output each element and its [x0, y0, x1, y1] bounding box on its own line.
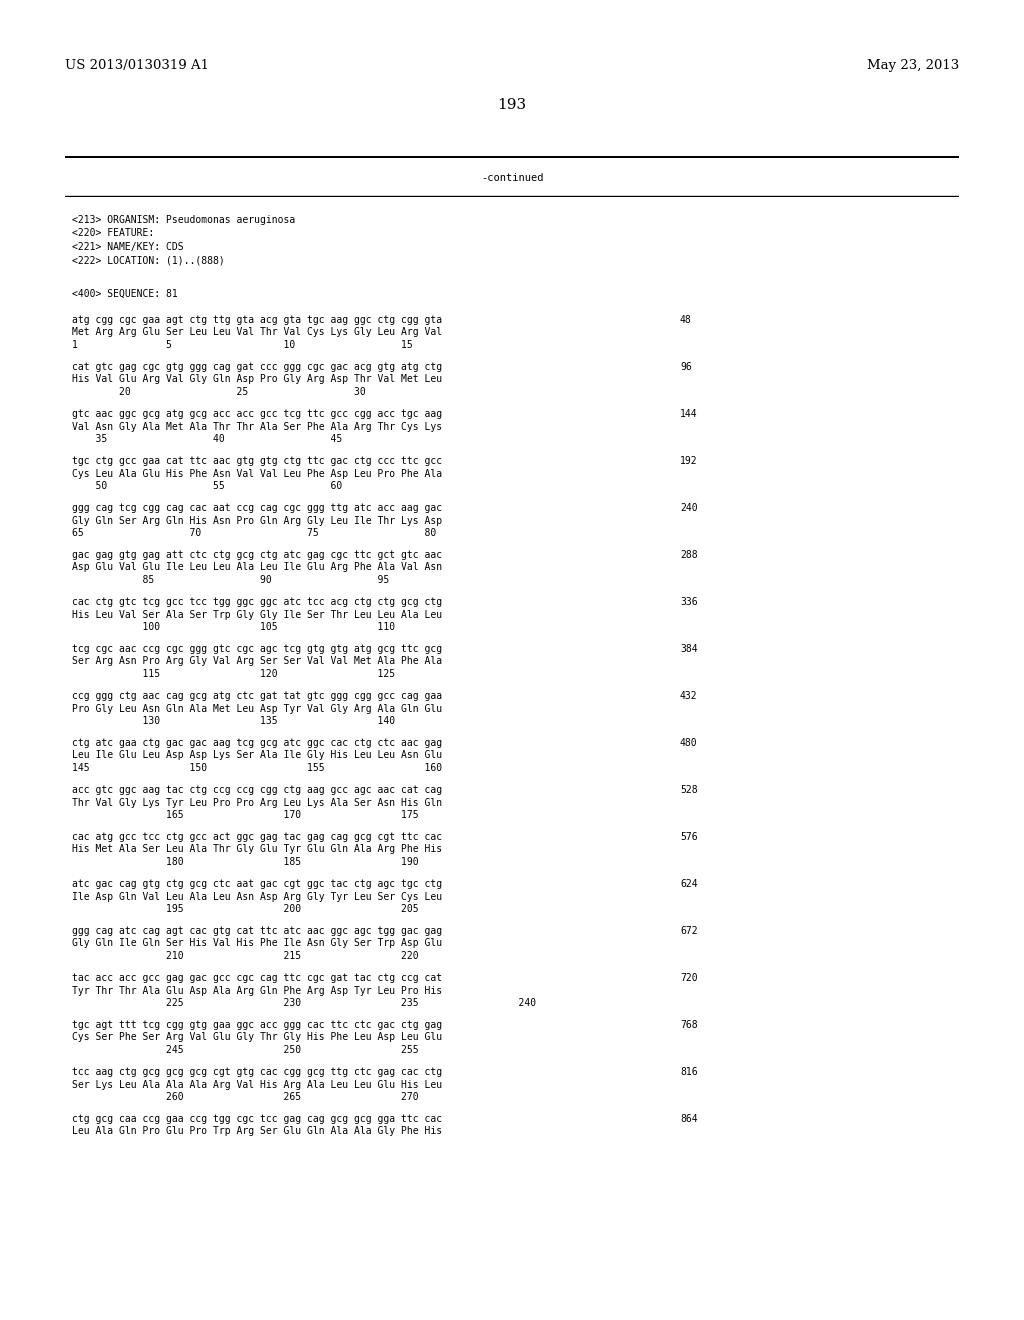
Text: ggg cag atc cag agt cac gtg cat ttc atc aac ggc agc tgg gac gag: ggg cag atc cag agt cac gtg cat ttc atc … — [72, 927, 442, 936]
Text: Ser Lys Leu Ala Ala Ala Arg Val His Arg Ala Leu Leu Glu His Leu: Ser Lys Leu Ala Ala Ala Arg Val His Arg … — [72, 1080, 442, 1089]
Text: 210                 215                 220: 210 215 220 — [72, 950, 419, 961]
Text: 240: 240 — [680, 503, 697, 513]
Text: <221> NAME/KEY: CDS: <221> NAME/KEY: CDS — [72, 242, 183, 252]
Text: 384: 384 — [680, 644, 697, 653]
Text: gtc aac ggc gcg atg gcg acc acc gcc tcg ttc gcc cgg acc tgc aag: gtc aac ggc gcg atg gcg acc acc gcc tcg … — [72, 409, 442, 418]
Text: 145                 150                 155                 160: 145 150 155 160 — [72, 763, 442, 774]
Text: tgc agt ttt tcg cgg gtg gaa ggc acc ggg cac ttc ctc gac ctg gag: tgc agt ttt tcg cgg gtg gaa ggc acc ggg … — [72, 1020, 442, 1030]
Text: 65                  70                  75                  80: 65 70 75 80 — [72, 528, 436, 539]
Text: <220> FEATURE:: <220> FEATURE: — [72, 228, 155, 239]
Text: Cys Leu Ala Glu His Phe Asn Val Val Leu Phe Asp Leu Pro Phe Ala: Cys Leu Ala Glu His Phe Asn Val Val Leu … — [72, 469, 442, 479]
Text: 85                  90                  95: 85 90 95 — [72, 576, 389, 585]
Text: 336: 336 — [680, 597, 697, 607]
Text: Met Arg Arg Glu Ser Leu Leu Val Thr Val Cys Lys Gly Leu Arg Val: Met Arg Arg Glu Ser Leu Leu Val Thr Val … — [72, 327, 442, 338]
Text: 165                 170                 175: 165 170 175 — [72, 810, 419, 820]
Text: 50                  55                  60: 50 55 60 — [72, 480, 342, 491]
Text: Leu Ala Gln Pro Glu Pro Trp Arg Ser Glu Gln Ala Ala Gly Phe His: Leu Ala Gln Pro Glu Pro Trp Arg Ser Glu … — [72, 1126, 442, 1137]
Text: 35                  40                  45: 35 40 45 — [72, 434, 342, 444]
Text: His Leu Val Ser Ala Ser Trp Gly Gly Ile Ser Thr Leu Leu Ala Leu: His Leu Val Ser Ala Ser Trp Gly Gly Ile … — [72, 610, 442, 619]
Text: 100                 105                 110: 100 105 110 — [72, 622, 395, 632]
Text: ggg cag tcg cgg cag cac aat ccg cag cgc ggg ttg atc acc aag gac: ggg cag tcg cgg cag cac aat ccg cag cgc … — [72, 503, 442, 513]
Text: Gly Gln Ser Arg Gln His Asn Pro Gln Arg Gly Leu Ile Thr Lys Asp: Gly Gln Ser Arg Gln His Asn Pro Gln Arg … — [72, 516, 442, 525]
Text: acc gtc ggc aag tac ctg ccg ccg cgg ctg aag gcc agc aac cat cag: acc gtc ggc aag tac ctg ccg ccg cgg ctg … — [72, 785, 442, 795]
Text: 864: 864 — [680, 1114, 697, 1125]
Text: May 23, 2013: May 23, 2013 — [866, 58, 959, 71]
Text: Thr Val Gly Lys Tyr Leu Pro Pro Arg Leu Lys Ala Ser Asn His Gln: Thr Val Gly Lys Tyr Leu Pro Pro Arg Leu … — [72, 797, 442, 808]
Text: 720: 720 — [680, 973, 697, 983]
Text: 576: 576 — [680, 832, 697, 842]
Text: 225                 230                 235                 240: 225 230 235 240 — [72, 998, 537, 1008]
Text: cat gtc gag cgc gtg ggg cag gat ccc ggg cgc gac acg gtg atg ctg: cat gtc gag cgc gtg ggg cag gat ccc ggg … — [72, 362, 442, 372]
Text: cac ctg gtc tcg gcc tcc tgg ggc ggc atc tcc acg ctg ctg gcg ctg: cac ctg gtc tcg gcc tcc tgg ggc ggc atc … — [72, 597, 442, 607]
Text: Gly Gln Ile Gln Ser His Val His Phe Ile Asn Gly Ser Trp Asp Glu: Gly Gln Ile Gln Ser His Val His Phe Ile … — [72, 939, 442, 949]
Text: -continued: -continued — [480, 173, 544, 183]
Text: 192: 192 — [680, 455, 697, 466]
Text: 245                 250                 255: 245 250 255 — [72, 1045, 419, 1055]
Text: Leu Ile Glu Leu Asp Asp Lys Ser Ala Ile Gly His Leu Leu Asn Glu: Leu Ile Glu Leu Asp Asp Lys Ser Ala Ile … — [72, 751, 442, 760]
Text: Asp Glu Val Glu Ile Leu Leu Ala Leu Ile Glu Arg Phe Ala Val Asn: Asp Glu Val Glu Ile Leu Leu Ala Leu Ile … — [72, 562, 442, 573]
Text: 115                 120                 125: 115 120 125 — [72, 669, 395, 678]
Text: Tyr Thr Thr Ala Glu Asp Ala Arg Gln Phe Arg Asp Tyr Leu Pro His: Tyr Thr Thr Ala Glu Asp Ala Arg Gln Phe … — [72, 986, 442, 995]
Text: 768: 768 — [680, 1020, 697, 1030]
Text: <213> ORGANISM: Pseudomonas aeruginosa: <213> ORGANISM: Pseudomonas aeruginosa — [72, 215, 295, 224]
Text: Ile Asp Gln Val Leu Ala Leu Asn Asp Arg Gly Tyr Leu Ser Cys Leu: Ile Asp Gln Val Leu Ala Leu Asn Asp Arg … — [72, 891, 442, 902]
Text: 432: 432 — [680, 690, 697, 701]
Text: 260                 265                 270: 260 265 270 — [72, 1092, 419, 1102]
Text: 20                  25                  30: 20 25 30 — [72, 387, 366, 397]
Text: Val Asn Gly Ala Met Ala Thr Thr Ala Ser Phe Ala Arg Thr Cys Lys: Val Asn Gly Ala Met Ala Thr Thr Ala Ser … — [72, 421, 442, 432]
Text: Pro Gly Leu Asn Gln Ala Met Leu Asp Tyr Val Gly Arg Ala Gln Glu: Pro Gly Leu Asn Gln Ala Met Leu Asp Tyr … — [72, 704, 442, 714]
Text: 96: 96 — [680, 362, 692, 372]
Text: <400> SEQUENCE: 81: <400> SEQUENCE: 81 — [72, 289, 178, 298]
Text: 144: 144 — [680, 409, 697, 418]
Text: 48: 48 — [680, 315, 692, 325]
Text: ctg gcg caa ccg gaa ccg tgg cgc tcc gag cag gcg gcg gga ttc cac: ctg gcg caa ccg gaa ccg tgg cgc tcc gag … — [72, 1114, 442, 1125]
Text: 195                 200                 205: 195 200 205 — [72, 904, 419, 913]
Text: cac atg gcc tcc ctg gcc act ggc gag tac gag cag gcg cgt ttc cac: cac atg gcc tcc ctg gcc act ggc gag tac … — [72, 832, 442, 842]
Text: 180                 185                 190: 180 185 190 — [72, 857, 419, 867]
Text: 624: 624 — [680, 879, 697, 888]
Text: tcg cgc aac ccg cgc ggg gtc cgc agc tcg gtg gtg atg gcg ttc gcg: tcg cgc aac ccg cgc ggg gtc cgc agc tcg … — [72, 644, 442, 653]
Text: tgc ctg gcc gaa cat ttc aac gtg gtg ctg ttc gac ctg ccc ttc gcc: tgc ctg gcc gaa cat ttc aac gtg gtg ctg … — [72, 455, 442, 466]
Text: 288: 288 — [680, 550, 697, 560]
Text: Cys Ser Phe Ser Arg Val Glu Gly Thr Gly His Phe Leu Asp Leu Glu: Cys Ser Phe Ser Arg Val Glu Gly Thr Gly … — [72, 1032, 442, 1043]
Text: 528: 528 — [680, 785, 697, 795]
Text: <222> LOCATION: (1)..(888): <222> LOCATION: (1)..(888) — [72, 256, 224, 265]
Text: His Met Ala Ser Leu Ala Thr Gly Glu Tyr Glu Gln Ala Arg Phe His: His Met Ala Ser Leu Ala Thr Gly Glu Tyr … — [72, 845, 442, 854]
Text: 672: 672 — [680, 927, 697, 936]
Text: US 2013/0130319 A1: US 2013/0130319 A1 — [65, 58, 209, 71]
Text: atc gac cag gtg ctg gcg ctc aat gac cgt ggc tac ctg agc tgc ctg: atc gac cag gtg ctg gcg ctc aat gac cgt … — [72, 879, 442, 888]
Text: tac acc acc gcc gag gac gcc cgc cag ttc cgc gat tac ctg ccg cat: tac acc acc gcc gag gac gcc cgc cag ttc … — [72, 973, 442, 983]
Text: ctg atc gaa ctg gac gac aag tcg gcg atc ggc cac ctg ctc aac gag: ctg atc gaa ctg gac gac aag tcg gcg atc … — [72, 738, 442, 748]
Text: tcc aag ctg gcg gcg gcg cgt gtg cac cgg gcg ttg ctc gag cac ctg: tcc aag ctg gcg gcg gcg cgt gtg cac cgg … — [72, 1067, 442, 1077]
Text: atg cgg cgc gaa agt ctg ttg gta acg gta tgc aag ggc ctg cgg gta: atg cgg cgc gaa agt ctg ttg gta acg gta … — [72, 315, 442, 325]
Text: gac gag gtg gag att ctc ctg gcg ctg atc gag cgc ttc gct gtc aac: gac gag gtg gag att ctc ctg gcg ctg atc … — [72, 550, 442, 560]
Text: Ser Arg Asn Pro Arg Gly Val Arg Ser Ser Val Val Met Ala Phe Ala: Ser Arg Asn Pro Arg Gly Val Arg Ser Ser … — [72, 656, 442, 667]
Text: His Val Glu Arg Val Gly Gln Asp Pro Gly Arg Asp Thr Val Met Leu: His Val Glu Arg Val Gly Gln Asp Pro Gly … — [72, 375, 442, 384]
Text: 1               5                   10                  15: 1 5 10 15 — [72, 341, 413, 350]
Text: 480: 480 — [680, 738, 697, 748]
Text: ccg ggg ctg aac cag gcg atg ctc gat tat gtc ggg cgg gcc cag gaa: ccg ggg ctg aac cag gcg atg ctc gat tat … — [72, 690, 442, 701]
Text: 193: 193 — [498, 98, 526, 112]
Text: 816: 816 — [680, 1067, 697, 1077]
Text: 130                 135                 140: 130 135 140 — [72, 715, 395, 726]
